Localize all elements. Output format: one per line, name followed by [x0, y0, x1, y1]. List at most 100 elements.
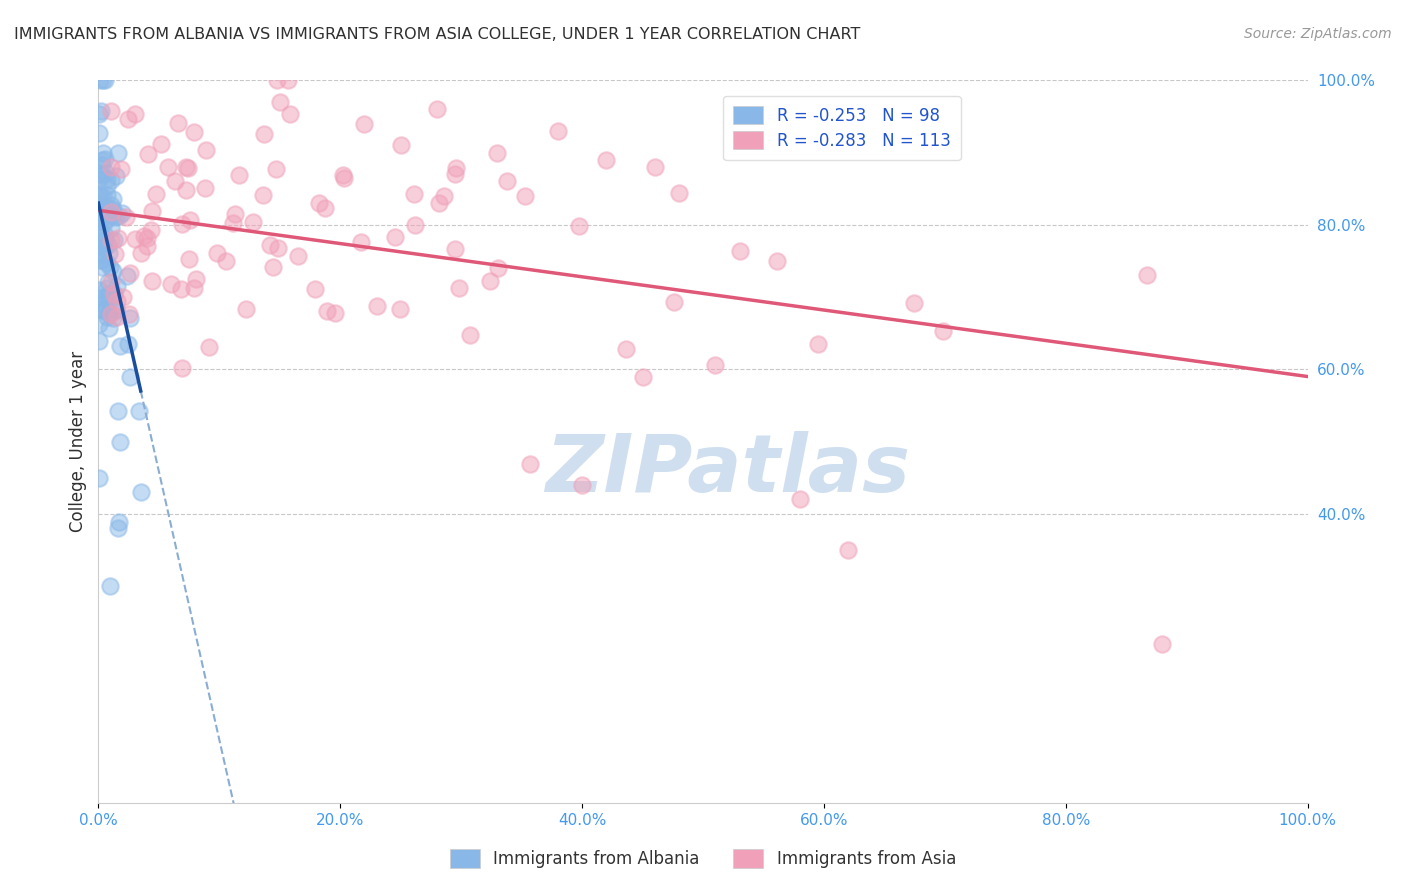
- Point: [91, 188, 114, 202]
- Point: [94, 73, 117, 87]
- Point: [156, 160, 179, 174]
- Point: [90, 168, 112, 182]
- Point: [89, 302, 111, 317]
- Point: [100, 206, 122, 220]
- Point: [103, 233, 125, 247]
- Point: [100, 233, 122, 247]
- Point: [267, 241, 290, 255]
- Point: [108, 434, 131, 449]
- Point: [177, 252, 200, 266]
- Point: [170, 361, 193, 376]
- Point: [449, 281, 471, 295]
- Point: [266, 73, 288, 87]
- Point: [316, 304, 339, 318]
- Point: [444, 161, 467, 175]
- Point: [170, 282, 193, 296]
- Point: [93, 242, 115, 256]
- Point: [789, 492, 811, 507]
- Point: [228, 168, 250, 182]
- Point: [101, 264, 124, 278]
- Point: [215, 254, 238, 268]
- Point: [103, 287, 125, 301]
- Point: [103, 192, 125, 206]
- Point: [105, 302, 128, 317]
- Point: [96, 281, 118, 295]
- Point: [104, 211, 127, 225]
- Point: [94, 152, 117, 166]
- Point: [87, 206, 110, 220]
- Point: [118, 310, 141, 325]
- Point: [89, 227, 111, 241]
- Point: [94, 227, 117, 242]
- Point: [366, 299, 388, 313]
- Point: [136, 147, 159, 161]
- Point: [105, 278, 128, 293]
- Point: [91, 208, 114, 222]
- Point: [110, 161, 132, 176]
- Point: [141, 274, 163, 288]
- Point: [333, 170, 356, 185]
- Point: [96, 301, 118, 316]
- Point: [129, 484, 152, 499]
- Point: [90, 104, 112, 119]
- Point: [87, 107, 110, 121]
- Point: [167, 116, 190, 130]
- Point: [730, 244, 752, 259]
- Point: [444, 242, 467, 256]
- Point: [97, 246, 120, 260]
- Text: ZIPatlas: ZIPatlas: [544, 432, 910, 509]
- Point: [96, 310, 118, 324]
- Point: [547, 124, 569, 138]
- Point: [903, 295, 925, 310]
- Point: [100, 307, 122, 321]
- Point: [87, 166, 110, 180]
- Point: [105, 310, 128, 324]
- Point: [141, 222, 163, 236]
- Point: [94, 232, 117, 246]
- Point: [100, 161, 122, 175]
- Point: [222, 216, 245, 230]
- Point: [107, 521, 129, 535]
- Point: [308, 196, 330, 211]
- Point: [91, 73, 114, 87]
- Point: [170, 217, 193, 231]
- Text: IMMIGRANTS FROM ALBANIA VS IMMIGRANTS FROM ASIA COLLEGE, UNDER 1 YEAR CORRELATIO: IMMIGRANTS FROM ALBANIA VS IMMIGRANTS FR…: [14, 27, 860, 42]
- Point: [87, 334, 110, 348]
- Point: [87, 187, 110, 202]
- Point: [118, 307, 141, 321]
- Point: [765, 253, 787, 268]
- Point: [100, 203, 122, 218]
- Point: [141, 203, 163, 218]
- Point: [101, 202, 124, 216]
- Point: [108, 339, 131, 353]
- Point: [90, 195, 112, 210]
- Point: [100, 220, 122, 235]
- Point: [107, 404, 129, 418]
- Point: [100, 204, 122, 219]
- Point: [98, 306, 121, 320]
- Point: [644, 160, 666, 174]
- Point: [174, 161, 197, 175]
- Point: [96, 179, 118, 194]
- Point: [87, 202, 110, 217]
- Point: [87, 203, 110, 218]
- Point: [304, 282, 326, 296]
- Point: [117, 112, 139, 126]
- Point: [194, 180, 217, 194]
- Point: [496, 174, 519, 188]
- Legend: R = -0.253   N = 98, R = -0.283   N = 113: R = -0.253 N = 98, R = -0.283 N = 113: [724, 95, 960, 160]
- Point: [90, 260, 112, 275]
- Point: [118, 266, 141, 280]
- Point: [278, 107, 301, 121]
- Point: [269, 95, 291, 109]
- Point: [104, 247, 127, 261]
- Point: [136, 239, 159, 253]
- Point: [515, 189, 537, 203]
- Point: [96, 256, 118, 270]
- Point: [389, 138, 412, 153]
- Point: [806, 337, 828, 351]
- Point: [486, 261, 509, 276]
- Point: [277, 73, 299, 87]
- Point: [94, 200, 117, 214]
- Point: [89, 318, 111, 332]
